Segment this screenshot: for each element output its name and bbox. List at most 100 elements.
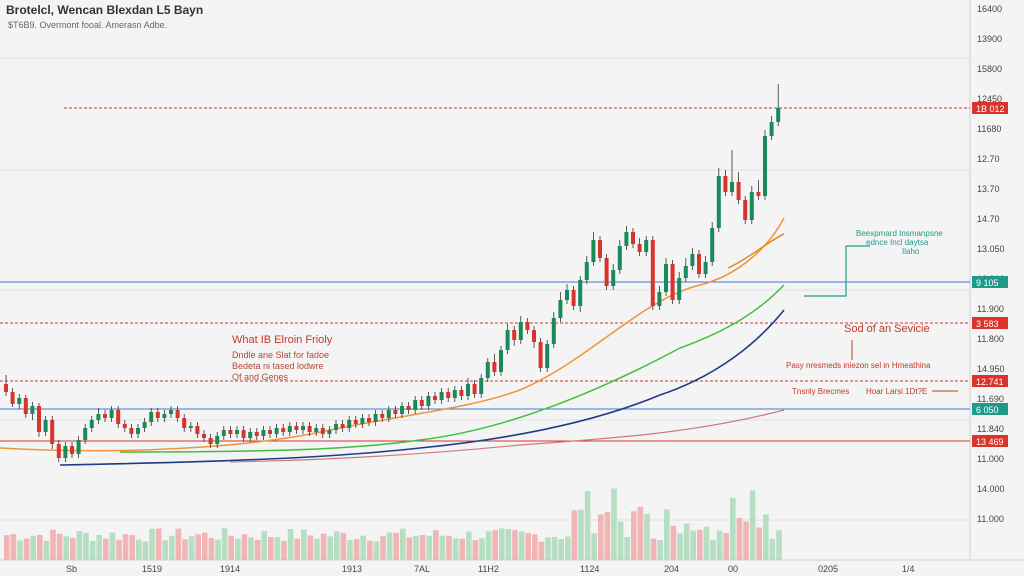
annotation-teal-2: ednce Incl daytsa (866, 238, 929, 247)
volume-bar-74 (492, 529, 498, 560)
volume-bar-109 (723, 533, 729, 560)
candle-body-95 (631, 232, 635, 244)
volume-bar-106 (703, 526, 710, 560)
candle-body-10 (70, 446, 74, 454)
volume-bar-34 (228, 535, 234, 560)
candle-body-4 (30, 406, 35, 414)
candle-body-87 (578, 280, 583, 306)
volume-bar-2 (17, 540, 23, 560)
candle-body-73 (485, 362, 490, 378)
price-tag-label-4: 6 050 (976, 405, 999, 415)
candle-body-78 (518, 322, 523, 340)
candle-body-25 (169, 410, 173, 414)
price-tag-label-0: 1B 012 (976, 104, 1005, 114)
candle-body-27 (182, 418, 187, 428)
y-axis-label-7: 14.70 (977, 214, 1000, 224)
candle-body-88 (584, 262, 589, 280)
volume-bars (4, 488, 782, 560)
y-axis-label-4: 11680 (977, 124, 1001, 134)
candle-body-99 (657, 292, 662, 306)
volume-bar-1 (10, 534, 17, 560)
volume-bar-11 (76, 531, 83, 560)
candle-body-114 (756, 192, 761, 196)
volume-bar-111 (736, 517, 743, 560)
ma-green (119, 284, 785, 453)
candle-body-1 (10, 392, 15, 404)
candle-body-116 (769, 122, 774, 136)
y-axis-label-11: 11.800 (977, 334, 1004, 344)
candle-body-79 (525, 322, 530, 330)
volume-bar-90 (598, 514, 604, 560)
volume-bar-80 (532, 534, 538, 560)
volume-bar-77 (512, 529, 518, 560)
y-axis-label-14: 11.840 (977, 424, 1004, 434)
volume-bar-82 (545, 537, 551, 560)
volume-bar-10 (70, 538, 76, 560)
volume-bar-88 (584, 490, 591, 560)
candle-body-63 (419, 400, 424, 406)
x-axis: Sb 1519 1914 1913 7AL 11H2 1124 204 00 0205 1/4 (66, 564, 915, 574)
candle-body-94 (624, 232, 629, 246)
y-axis-label-8: 13.050 (977, 244, 1005, 254)
annotation-row-right: Hoar Larsi 1Dt?E (866, 387, 927, 396)
volume-bar-57 (380, 536, 386, 560)
candle-body-42 (281, 428, 286, 432)
volume-bar-84 (558, 538, 564, 560)
candle-body-92 (611, 270, 616, 286)
candle-body-68 (452, 390, 457, 398)
volume-bar-20 (136, 539, 142, 560)
volume-bar-56 (373, 541, 380, 560)
candle-body-51 (340, 424, 345, 428)
candle-body-89 (591, 240, 596, 262)
volume-bar-23 (155, 528, 162, 560)
volume-bar-102 (677, 533, 683, 560)
ma-pink (229, 409, 785, 463)
volume-bar-35 (235, 538, 241, 560)
x-axis-label-4: 7AL (414, 564, 430, 574)
candle-body-80 (532, 330, 536, 342)
candle-body-61 (406, 406, 411, 410)
volume-bar-5 (37, 534, 43, 560)
candle-body-117 (776, 108, 781, 122)
candle-body-56 (373, 414, 378, 422)
candle-body-71 (472, 384, 477, 394)
volume-bar-22 (149, 528, 155, 560)
candle-body-14 (96, 414, 101, 420)
volume-bar-39 (261, 531, 267, 560)
volume-bar-49 (327, 536, 333, 560)
candle-body-6 (43, 420, 48, 432)
candle-body-84 (558, 300, 563, 318)
x-axis-label-6: 1124 (580, 564, 599, 574)
volume-bar-103 (683, 523, 690, 560)
volume-bar-15 (103, 538, 109, 560)
volume-bar-110 (730, 497, 736, 560)
annotation-left-title: What IB Elroin Frioly (232, 334, 333, 346)
volume-bar-13 (89, 540, 96, 560)
candle-body-66 (439, 392, 444, 400)
x-axis-label-2: 1914 (220, 564, 240, 574)
volume-bar-53 (353, 538, 360, 560)
volume-bar-65 (433, 530, 439, 560)
candle-body-47 (314, 428, 319, 432)
volume-bar-60 (400, 528, 406, 560)
volume-bar-104 (690, 530, 696, 560)
y-axis-label-5: 12.70 (977, 154, 1000, 164)
ma-navy (59, 309, 785, 466)
candle-body-2 (17, 398, 22, 404)
volume-bar-105 (697, 529, 703, 560)
volume-bar-52 (347, 540, 353, 560)
volume-bar-3 (23, 538, 30, 560)
candle-body-22 (149, 412, 154, 422)
x-axis-label-7: 204 (664, 564, 679, 574)
price-tag-label-1: 9 105 (976, 278, 999, 288)
volume-bar-45 (301, 529, 307, 560)
candle-body-43 (287, 426, 292, 432)
candle-body-26 (175, 410, 180, 418)
candle-body-48 (320, 428, 325, 434)
volume-bar-41 (274, 537, 281, 560)
candle-body-72 (479, 378, 484, 394)
candle-body-28 (188, 426, 193, 428)
candle-body-24 (162, 414, 167, 418)
